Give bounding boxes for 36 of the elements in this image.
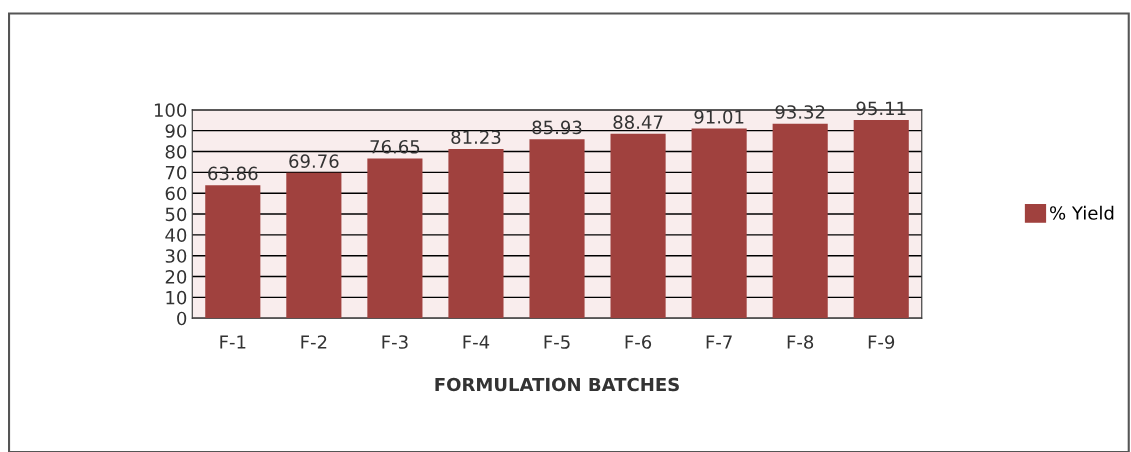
bar (367, 158, 423, 319)
bar (691, 128, 747, 319)
data-label: 88.47 (613, 115, 663, 129)
x-tick-label: F-7 (706, 335, 732, 349)
x-tick-label: F-2 (301, 335, 327, 349)
y-tick-label: 0 (177, 311, 187, 326)
y-tick-label: 50 (165, 207, 187, 222)
y-tick-label: 80 (165, 144, 187, 159)
legend-label: % Yield (1050, 205, 1114, 220)
bar (448, 148, 504, 319)
x-tick-label: F-6 (625, 335, 652, 349)
bar (529, 139, 585, 319)
y-tick-label: 10 (166, 290, 187, 305)
y-tick-label: 60 (165, 186, 187, 201)
x-tick-label: F-4 (463, 335, 490, 349)
x-axis-title: FORMULATION BATCHES (435, 377, 679, 392)
data-label: 91.01 (694, 110, 744, 124)
data-label: 76.65 (370, 139, 420, 154)
y-tick-label: 30 (165, 249, 187, 263)
x-tick-label: F-8 (787, 335, 814, 349)
x-tick-label: F-9 (868, 335, 895, 349)
y-tick-label: 90 (165, 124, 187, 138)
y-tick-label: 100 (154, 103, 187, 117)
bar (286, 172, 342, 319)
data-label: 69.76 (289, 154, 339, 168)
x-tick-label: F-1 (220, 335, 246, 349)
y-tick-label: 70 (165, 165, 187, 180)
x-tick-label: F-3 (382, 335, 408, 349)
bar (853, 120, 909, 319)
data-label: 81.23 (451, 130, 501, 145)
bar (610, 133, 666, 319)
y-tick-label: 20 (165, 269, 187, 284)
y-tick-label: 40 (165, 228, 187, 242)
bar (205, 185, 261, 319)
x-tick-label: F-5 (544, 335, 570, 349)
bar (772, 123, 828, 319)
